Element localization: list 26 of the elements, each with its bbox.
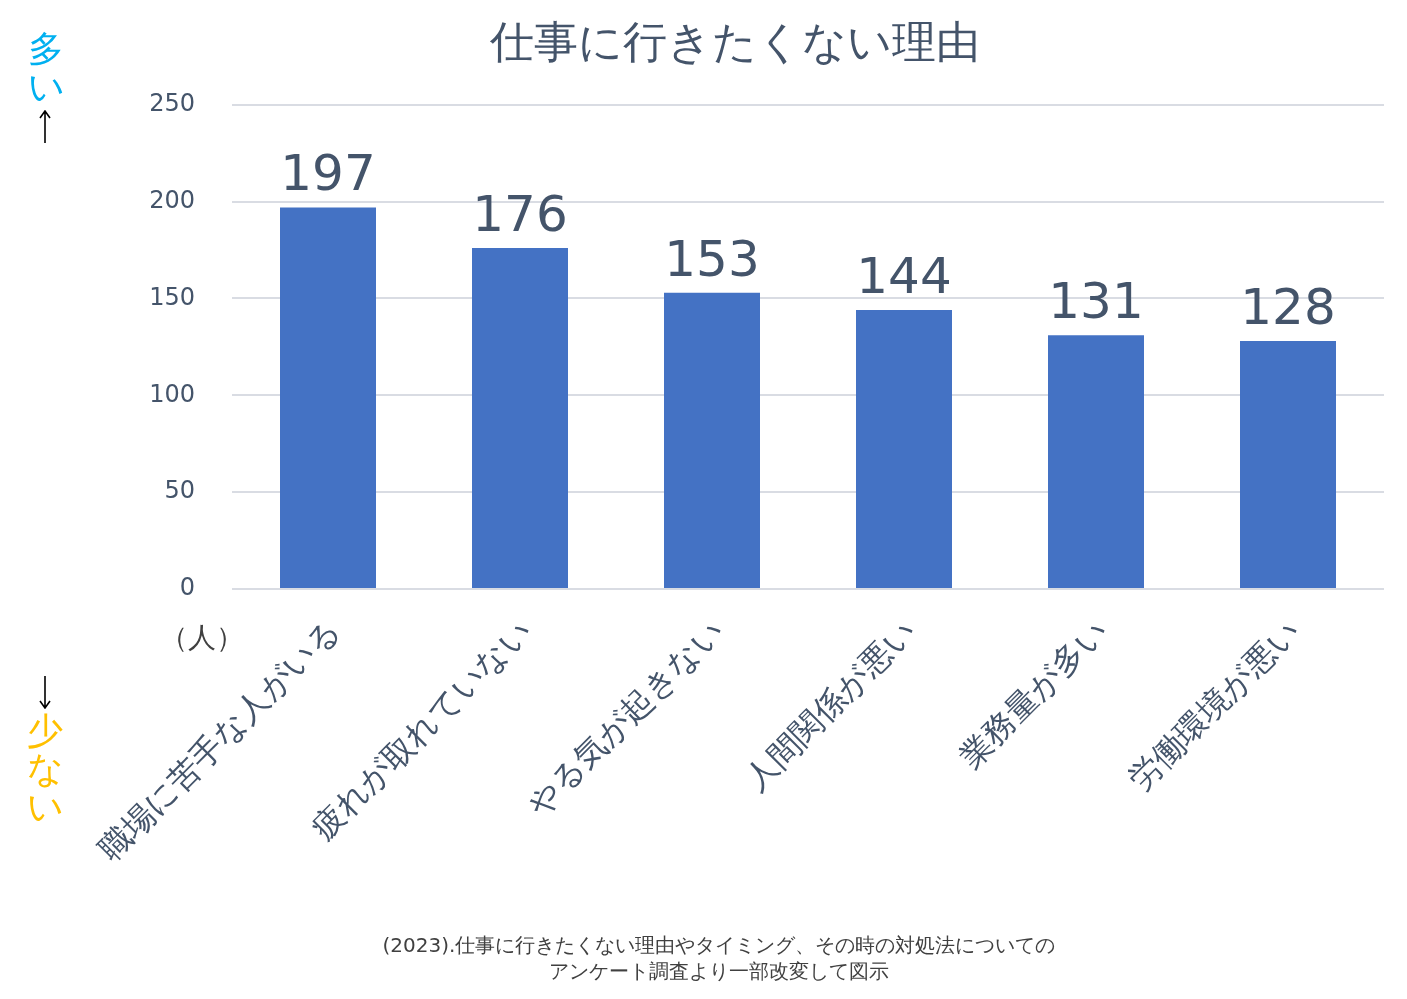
y-axis-title: （人） (160, 621, 244, 655)
y-tick-label: 100 (149, 379, 195, 408)
bar (280, 207, 376, 588)
bar (664, 292, 760, 588)
text: (2023).仕事に行きたくない理由やタイミング、その時の対処法についてのアンケート調査より一部改変して図示 (381, 932, 1057, 984)
y-tick-label: 0 (179, 573, 195, 602)
x-tick-label: 人間関係が悪い (736, 611, 924, 798)
bar (856, 310, 952, 588)
text: 少ない (27, 710, 64, 827)
data-label: 128 (1240, 278, 1336, 337)
data-label: 144 (856, 247, 952, 306)
y-tick-label: 250 (149, 89, 195, 118)
x-tick-label: 労働環境が悪い (1120, 611, 1308, 798)
bar (472, 248, 568, 588)
data-label: 153 (664, 229, 760, 288)
x-tick-label: 業務量が多い (951, 611, 1116, 776)
y-tick-label: 150 (149, 282, 195, 311)
data-label: 176 (472, 185, 568, 244)
y-tick-label: 50 (164, 476, 195, 505)
y-tick-label: 200 (149, 185, 195, 214)
data-label: 131 (1048, 272, 1144, 331)
bar (1240, 341, 1336, 588)
bar (1048, 335, 1144, 588)
text: 多い (28, 28, 65, 107)
chart-title: 仕事に行きたくない理由 (488, 15, 980, 67)
data-label: 197 (280, 144, 376, 203)
